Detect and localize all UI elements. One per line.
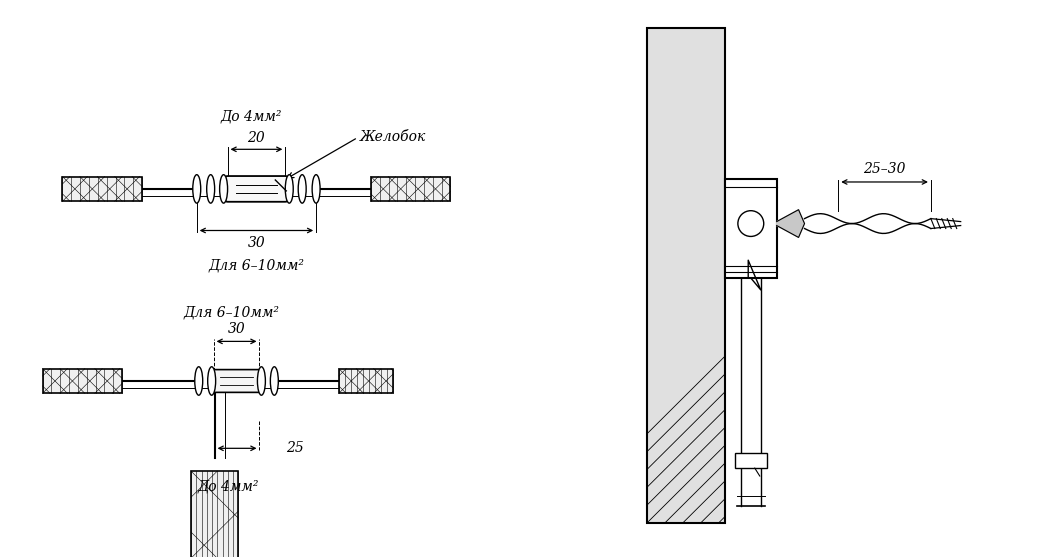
Bar bbox=[191, 471, 239, 558]
Text: Желобок: Желобок bbox=[359, 130, 426, 144]
Text: 25: 25 bbox=[286, 441, 304, 455]
Ellipse shape bbox=[192, 175, 201, 203]
Bar bbox=[338, 368, 393, 393]
Ellipse shape bbox=[285, 175, 293, 203]
Text: 30: 30 bbox=[228, 323, 246, 337]
Text: Для 6–10мм²: Для 6–10мм² bbox=[208, 258, 305, 272]
Circle shape bbox=[738, 211, 764, 236]
FancyBboxPatch shape bbox=[225, 176, 288, 202]
Text: Для 6–10мм²: Для 6–10мм² bbox=[184, 306, 280, 320]
Ellipse shape bbox=[298, 175, 306, 203]
Ellipse shape bbox=[208, 367, 215, 395]
Bar bbox=[62, 176, 142, 201]
Bar bbox=[725, 179, 777, 278]
Text: 30: 30 bbox=[248, 236, 265, 250]
Text: 20: 20 bbox=[248, 132, 265, 146]
Ellipse shape bbox=[220, 175, 228, 203]
Text: 25–30: 25–30 bbox=[863, 162, 906, 176]
Bar bbox=[735, 453, 767, 468]
Text: До 4мм²: До 4мм² bbox=[198, 480, 260, 494]
Ellipse shape bbox=[257, 367, 266, 395]
Text: До 4мм²: До 4мм² bbox=[221, 110, 283, 124]
Bar bbox=[647, 27, 725, 522]
Ellipse shape bbox=[207, 175, 214, 203]
Ellipse shape bbox=[312, 175, 321, 203]
Polygon shape bbox=[777, 209, 804, 237]
Bar bbox=[371, 176, 451, 201]
FancyBboxPatch shape bbox=[211, 370, 262, 393]
Bar bbox=[43, 368, 122, 393]
Ellipse shape bbox=[270, 367, 279, 395]
Ellipse shape bbox=[194, 367, 203, 395]
